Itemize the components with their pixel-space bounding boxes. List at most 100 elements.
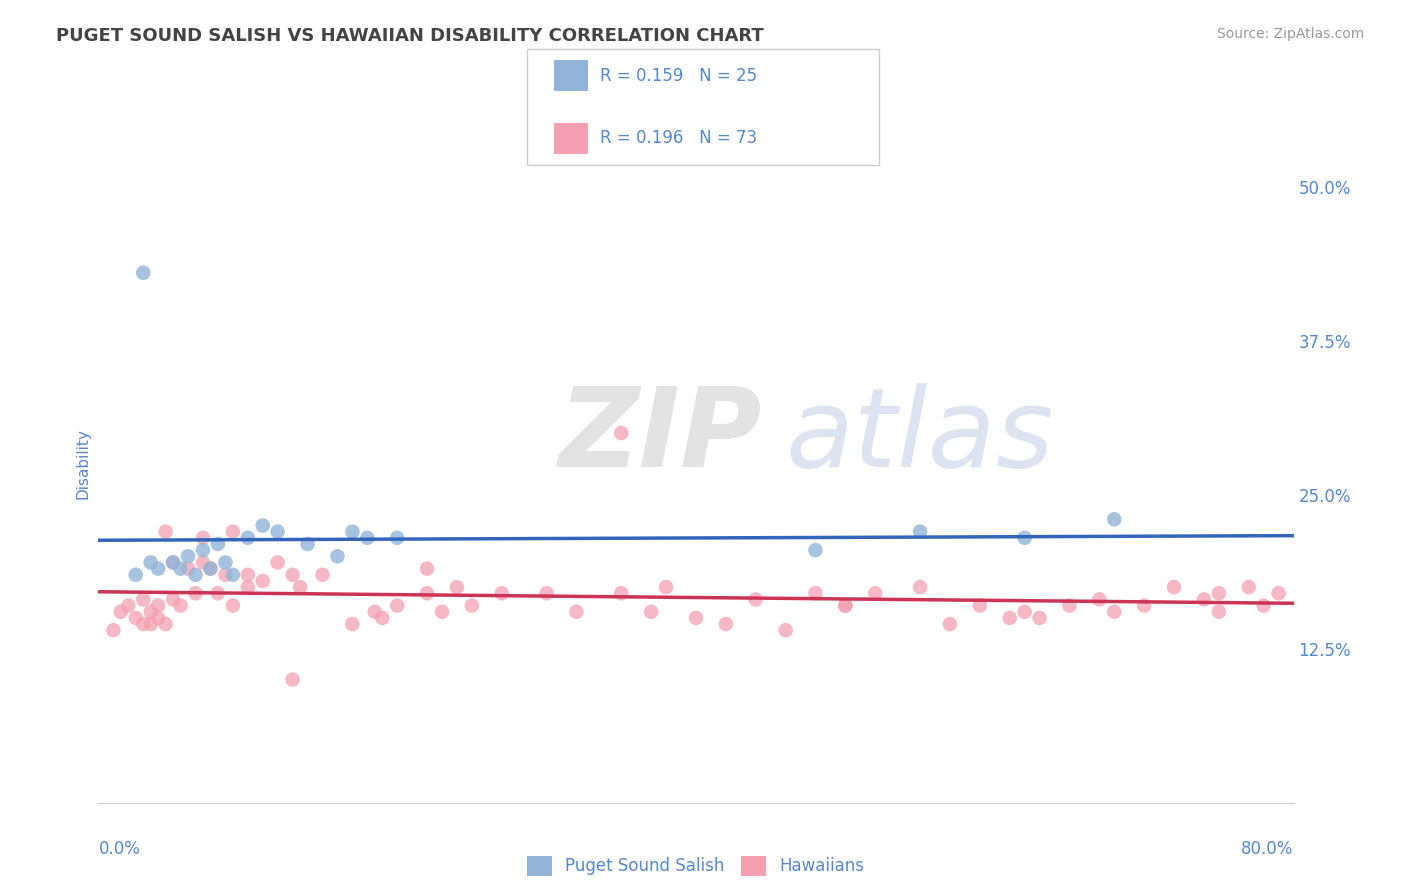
Point (1102, 605, 1125, 619)
Point (863, 586, 887, 600)
Point (364, 605, 387, 619)
Point (969, 599, 991, 613)
Point (1028, 611, 1050, 625)
Point (139, 556, 162, 570)
Point (162, 556, 184, 570)
Point (252, 574, 274, 588)
Point (281, 673, 304, 687)
Point (655, 580, 678, 594)
Point (1267, 586, 1289, 600)
Point (416, 586, 439, 600)
Point (148, 599, 170, 613)
Point (416, 561, 439, 575)
Text: Source: ZipAtlas.com: Source: ZipAtlas.com (1216, 27, 1364, 41)
Point (155, 524, 177, 539)
Point (184, 586, 207, 600)
Point (191, 556, 214, 570)
Text: ZIP: ZIP (558, 384, 762, 491)
Text: PUGET SOUND SALISH VS HAWAIIAN DISABILITY CORRELATION CHART: PUGET SOUND SALISH VS HAWAIIAN DISABILIT… (56, 27, 763, 45)
Point (169, 561, 191, 575)
Point (342, 617, 364, 632)
Point (267, 524, 290, 539)
Point (200, 561, 222, 575)
Point (148, 561, 170, 575)
Point (1133, 599, 1156, 613)
Point (342, 524, 364, 539)
Point (162, 556, 184, 570)
Point (1088, 592, 1111, 607)
Point (371, 611, 394, 625)
Point (132, 592, 155, 607)
Point (252, 518, 274, 533)
Point (446, 580, 468, 594)
Point (1208, 586, 1230, 600)
Text: atlas: atlas (786, 384, 1054, 491)
Point (207, 537, 229, 551)
Point (288, 580, 311, 594)
Point (267, 556, 290, 570)
Point (117, 599, 139, 613)
Point (1059, 599, 1081, 613)
Point (139, 605, 162, 619)
Point (214, 567, 236, 582)
Point (610, 425, 633, 440)
Point (430, 605, 453, 619)
Point (162, 592, 184, 607)
Point (939, 617, 962, 632)
Point (110, 605, 132, 619)
Point (714, 617, 737, 632)
Point (191, 531, 214, 545)
Text: R = 0.159   N = 25: R = 0.159 N = 25 (600, 67, 758, 85)
Point (908, 580, 931, 594)
Point (1253, 599, 1275, 613)
Legend: Puget Sound Salish, Hawaiians: Puget Sound Salish, Hawaiians (520, 849, 872, 882)
Point (804, 543, 827, 558)
Point (461, 599, 484, 613)
Point (236, 580, 259, 594)
Point (326, 549, 349, 564)
Point (222, 524, 245, 539)
Point (155, 617, 177, 632)
Point (640, 605, 662, 619)
Point (132, 266, 155, 280)
Point (491, 586, 513, 600)
Point (834, 599, 856, 613)
Point (297, 537, 319, 551)
Point (169, 599, 191, 613)
Point (184, 567, 207, 582)
Text: 80.0%: 80.0% (1241, 840, 1294, 858)
Point (177, 549, 200, 564)
Text: 0.0%: 0.0% (98, 840, 141, 858)
Point (236, 531, 259, 545)
Point (610, 586, 633, 600)
Point (207, 586, 229, 600)
Point (236, 567, 259, 582)
Point (775, 624, 797, 638)
Point (998, 611, 1021, 625)
Point (1163, 580, 1185, 594)
Point (103, 624, 125, 638)
Y-axis label: Disability: Disability (75, 428, 90, 500)
Point (222, 567, 245, 582)
Point (385, 531, 409, 545)
Point (1208, 605, 1230, 619)
Point (200, 561, 222, 575)
Point (356, 531, 378, 545)
Point (222, 599, 245, 613)
Point (908, 524, 931, 539)
Point (281, 567, 304, 582)
Point (565, 605, 588, 619)
Point (834, 599, 856, 613)
Point (745, 592, 768, 607)
Point (1102, 512, 1125, 526)
Point (1237, 580, 1260, 594)
Point (536, 586, 558, 600)
Point (191, 543, 214, 558)
Point (125, 611, 148, 625)
Point (804, 586, 827, 600)
Point (311, 567, 333, 582)
Point (1014, 605, 1036, 619)
Point (385, 599, 409, 613)
Point (1192, 592, 1215, 607)
Point (1014, 531, 1036, 545)
